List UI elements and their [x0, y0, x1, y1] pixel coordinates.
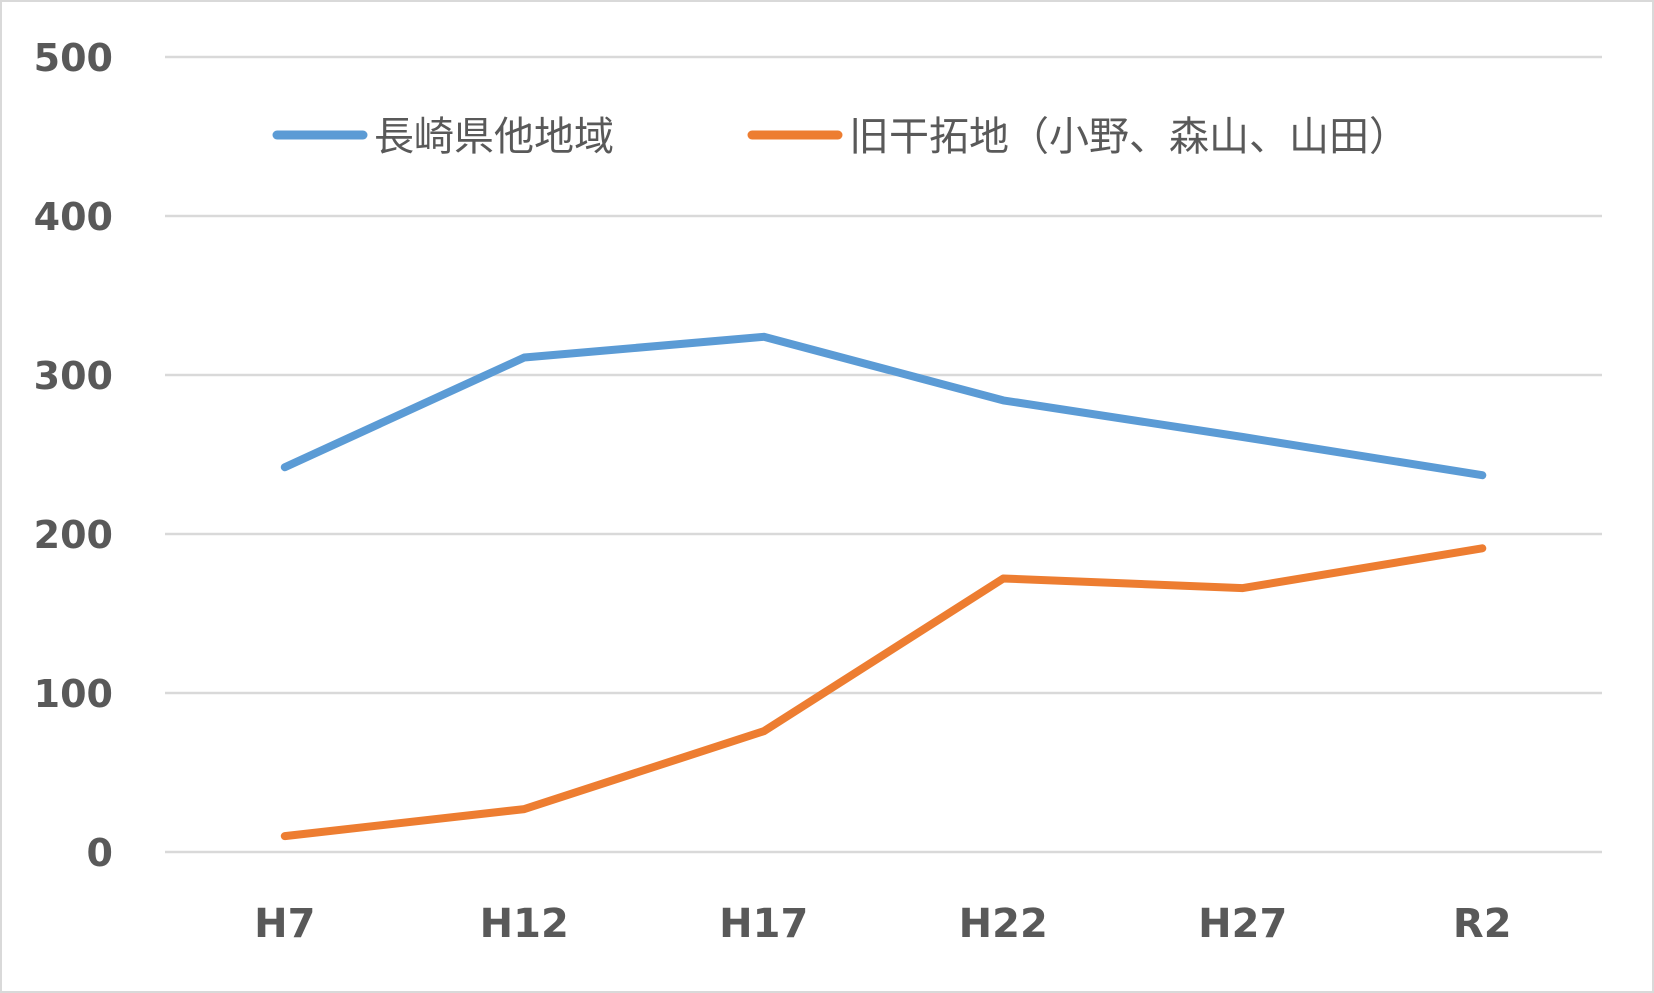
x-tick-label: H17: [719, 901, 808, 947]
legend: 長崎県他地域 旧干拓地（小野、森山、山田）: [272, 114, 1409, 160]
y-tick-label: 300: [34, 354, 113, 398]
legend-label-series-0: 長崎県他地域: [374, 114, 614, 160]
y-tick-label: 0: [87, 831, 113, 875]
series-line-0: [280, 332, 1487, 480]
series-line-1: [280, 544, 1487, 841]
x-tick-label: H22: [959, 901, 1048, 947]
y-axis-labels: 0 100 200 300 400 500: [34, 36, 113, 875]
x-tick-label: R2: [1453, 901, 1512, 947]
y-tick-label: 500: [34, 36, 113, 80]
x-tick-label: H7: [254, 901, 315, 947]
gridlines: [165, 55, 1602, 854]
x-tick-label: H12: [480, 901, 569, 947]
series-lines: [280, 332, 1487, 841]
y-tick-label: 400: [34, 195, 113, 239]
y-tick-label: 100: [34, 672, 113, 716]
y-tick-label: 200: [34, 513, 113, 557]
legend-label-series-1: 旧干拓地（小野、森山、山田）: [849, 114, 1409, 160]
x-axis-labels: H7 H12 H17 H22 H27 R2: [254, 901, 1511, 947]
x-tick-label: H27: [1198, 901, 1287, 947]
